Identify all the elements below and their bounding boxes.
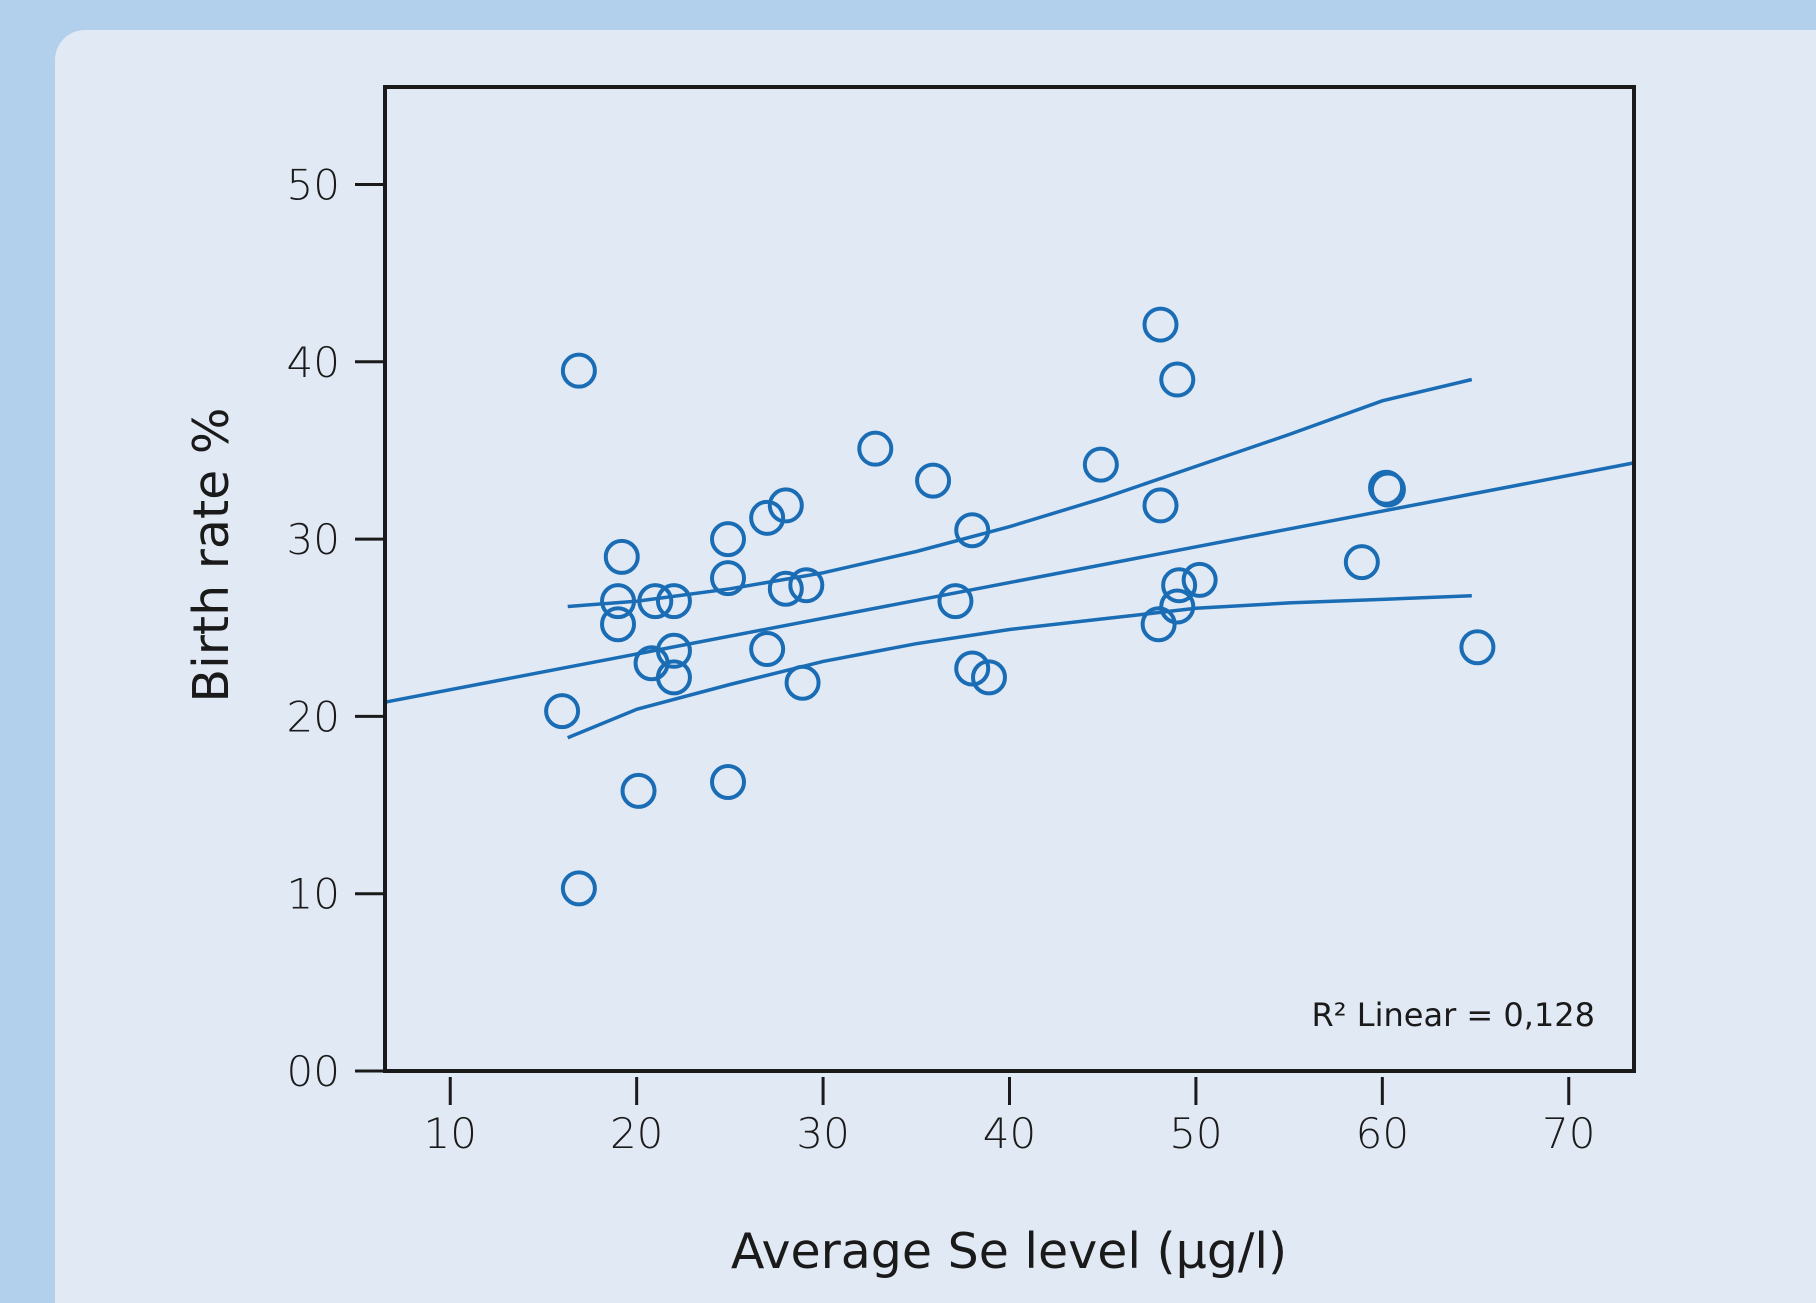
x-tick-label: 60	[1356, 1109, 1409, 1158]
data-point	[749, 499, 786, 536]
data-point	[637, 583, 674, 620]
data-point	[1459, 629, 1496, 666]
data-point	[603, 538, 640, 575]
data-point	[1369, 471, 1406, 508]
data-point	[767, 570, 804, 607]
data-point	[655, 632, 692, 669]
data-point	[1181, 561, 1218, 598]
plot-frame	[383, 85, 1636, 1073]
data-point	[655, 659, 692, 696]
data-point	[560, 870, 597, 907]
data-point	[1140, 606, 1177, 643]
data-point	[937, 583, 974, 620]
x-tick-label: 30	[796, 1109, 849, 1158]
data-point	[544, 693, 581, 730]
y-tick-label: 50	[287, 161, 340, 210]
chart-panel	[55, 30, 1816, 1303]
lower-confidence-curve	[567, 594, 1472, 740]
r-squared-annotation: R² Linear = 0,128	[1312, 996, 1595, 1034]
y-tick-label: 30	[287, 515, 340, 564]
linear-fit-line	[384, 461, 1635, 704]
data-point	[710, 560, 747, 597]
data-point	[749, 631, 786, 668]
data-point	[915, 462, 952, 499]
data-point	[710, 521, 747, 558]
y-axis-title: Birth rate %	[183, 408, 240, 703]
data-point	[1142, 487, 1179, 524]
data-point	[655, 583, 692, 620]
data-point	[954, 512, 991, 549]
data-point	[600, 606, 637, 643]
x-tick-label: 20	[610, 1109, 663, 1158]
x-tick-label: 40	[983, 1109, 1036, 1158]
data-point	[1161, 567, 1198, 604]
x-tick-label: 70	[1542, 1109, 1595, 1158]
data-point	[560, 352, 597, 389]
data-point	[784, 664, 821, 701]
x-tick-label: 10	[424, 1109, 477, 1158]
data-point	[1082, 446, 1119, 483]
x-axis-title: Average Se level (µg/l)	[731, 1223, 1287, 1280]
data-points-layer	[544, 306, 1496, 907]
y-tick-label: 40	[287, 338, 340, 387]
y-tick-label: 20	[287, 692, 340, 741]
fit-lines-layer	[384, 377, 1635, 740]
data-point	[600, 583, 637, 620]
y-tick-label: 10	[287, 870, 340, 919]
data-point	[767, 487, 804, 524]
x-tick-label: 50	[1169, 1109, 1222, 1158]
upper-confidence-curve	[567, 377, 1473, 609]
data-point	[710, 764, 747, 801]
data-point	[954, 650, 991, 687]
data-point	[1159, 588, 1196, 625]
data-point	[1159, 361, 1196, 398]
data-point	[620, 772, 657, 809]
data-point	[788, 567, 825, 604]
y-tick-label: 00	[287, 1047, 340, 1096]
data-point	[970, 659, 1007, 696]
data-point	[1343, 544, 1380, 581]
axes-layer: 00 10 20 30 40 50 10 20 30 40 50 60 70	[287, 85, 1636, 1158]
data-point	[857, 430, 894, 467]
data-point	[1142, 306, 1179, 343]
